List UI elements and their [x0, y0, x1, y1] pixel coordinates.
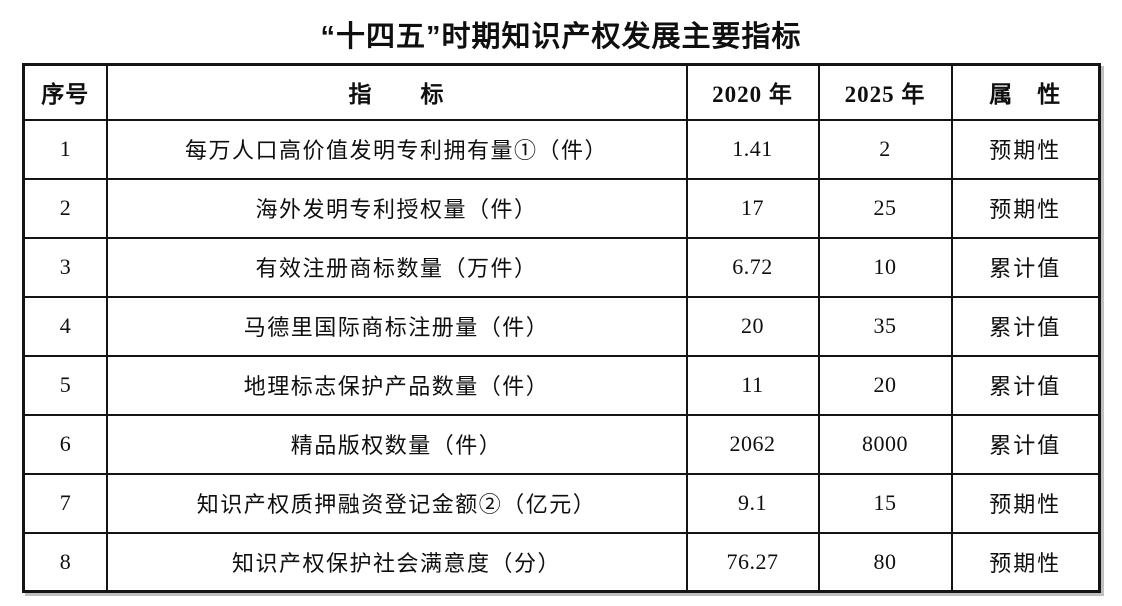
attribute: 预期性 [950, 472, 1101, 534]
value-2020: 1.41 [685, 118, 820, 180]
table-row: 3 有效注册商标数量（万件） 6.72 10 累计值 [22, 236, 1101, 298]
indicator-name: 马德里国际商标注册量（件） [105, 295, 688, 357]
attribute: 累计值 [950, 236, 1101, 298]
table-row: 8 知识产权保护社会满意度（分） 76.27 80 预期性 [22, 531, 1101, 593]
indicator-name: 知识产权质押融资登记金额②（亿元） [105, 472, 688, 534]
attribute: 预期性 [950, 118, 1101, 180]
page-title: “十四五”时期知识产权发展主要指标 [320, 21, 802, 53]
table-row: 4 马德里国际商标注册量（件） 20 35 累计值 [22, 295, 1101, 357]
table-row: 6 精品版权数量（件） 2062 8000 累计值 [22, 413, 1101, 475]
value-2025: 35 [817, 295, 953, 357]
value-2025: 8000 [817, 413, 953, 475]
header-row: 序号 指 标 2020 年 2025 年 属 性 [22, 63, 1101, 121]
attribute: 累计值 [950, 413, 1101, 475]
table-row: 1 每万人口高价值发明专利拥有量①（件） 1.41 2 预期性 [22, 118, 1101, 180]
indicator-name: 每万人口高价值发明专利拥有量①（件） [105, 118, 688, 180]
value-2025: 15 [817, 472, 953, 534]
row-number: 4 [22, 295, 108, 357]
header-2020: 2020 年 [685, 63, 820, 121]
indicator-name: 精品版权数量（件） [105, 413, 688, 475]
value-2020: 6.72 [685, 236, 820, 298]
header-indicator: 指 标 [105, 63, 688, 121]
attribute: 预期性 [950, 177, 1101, 239]
row-number: 1 [22, 118, 108, 180]
value-2020: 17 [685, 177, 820, 239]
table-row: 7 知识产权质押融资登记金额②（亿元） 9.1 15 预期性 [22, 472, 1101, 534]
indicator-name: 知识产权保护社会满意度（分） [105, 531, 688, 593]
table-row: 2 海外发明专利授权量（件） 17 25 预期性 [22, 177, 1101, 239]
attribute: 累计值 [950, 354, 1101, 416]
value-2020: 11 [685, 354, 820, 416]
table-body: 1 每万人口高价值发明专利拥有量①（件） 1.41 2 预期性 2 海外发明专利… [22, 118, 1101, 593]
indicators-table: 序号 指 标 2020 年 2025 年 属 性 1 每万人口高价值发明专利拥有… [22, 63, 1101, 593]
value-2025: 25 [817, 177, 953, 239]
value-2025: 10 [817, 236, 953, 298]
indicator-name: 海外发明专利授权量（件） [105, 177, 688, 239]
row-number: 6 [22, 413, 108, 475]
row-number: 2 [22, 177, 108, 239]
header-no: 序号 [22, 63, 108, 121]
value-2020: 9.1 [685, 472, 820, 534]
indicator-name: 地理标志保护产品数量（件） [105, 354, 688, 416]
value-2025: 80 [817, 531, 953, 593]
value-2025: 2 [817, 118, 953, 180]
row-number: 7 [22, 472, 108, 534]
indicator-name: 有效注册商标数量（万件） [105, 236, 688, 298]
value-2020: 2062 [685, 413, 820, 475]
row-number: 5 [22, 354, 108, 416]
attribute: 预期性 [950, 531, 1101, 593]
row-number: 3 [22, 236, 108, 298]
value-2025: 20 [817, 354, 953, 416]
header-attr: 属 性 [950, 63, 1101, 121]
table-header: 序号 指 标 2020 年 2025 年 属 性 [22, 63, 1101, 121]
row-number: 8 [22, 531, 108, 593]
value-2020: 20 [685, 295, 820, 357]
table-row: 5 地理标志保护产品数量（件） 11 20 累计值 [22, 354, 1101, 416]
attribute: 累计值 [950, 295, 1101, 357]
header-2025: 2025 年 [817, 63, 953, 121]
value-2020: 76.27 [685, 531, 820, 593]
